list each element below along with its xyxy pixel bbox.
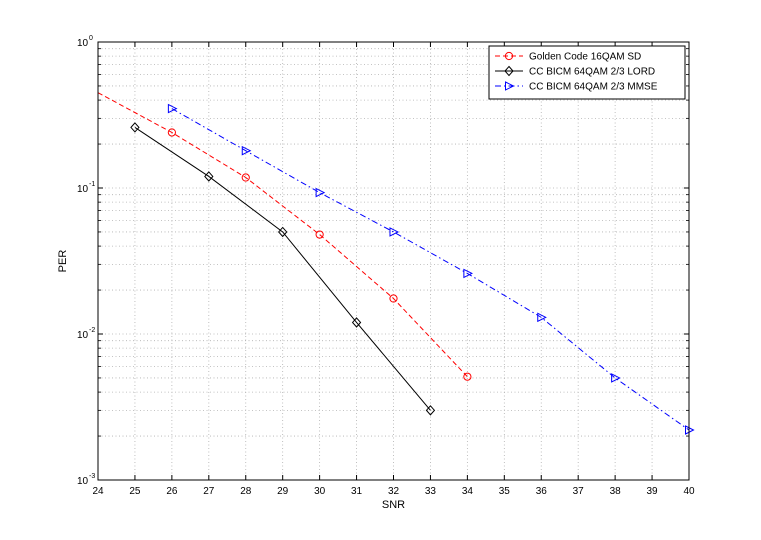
x-tick-label: 32 — [388, 486, 400, 497]
y-tick-label: 10 0 — [77, 35, 93, 49]
y-tick-label-exponent: -2 — [89, 327, 95, 334]
y-tick-label-base: 10 — [77, 38, 89, 49]
series-1 — [97, 92, 472, 381]
y-tick-label: 10 -1 — [77, 181, 95, 195]
ticks — [97, 42, 690, 481]
y-axis-label: PER — [57, 250, 69, 273]
x-tick-label: 29 — [277, 486, 289, 497]
legend-label: CC BICM 64QAM 2/3 LORD — [529, 67, 655, 78]
data-point — [241, 173, 250, 182]
data-point — [278, 226, 288, 238]
y-tick-label-exponent: -1 — [89, 181, 95, 188]
x-axis-label: SNR — [382, 499, 405, 511]
x-tick-label: 28 — [240, 486, 252, 497]
y-tick-label-base: 10 — [77, 476, 89, 487]
data-point — [463, 268, 473, 279]
legend-marker — [504, 51, 514, 61]
legend-label: CC BICM 64QAM 2/3 MMSE — [529, 82, 658, 93]
series-line — [171, 108, 690, 431]
legend-box — [488, 45, 686, 100]
data-point — [611, 373, 621, 383]
data-point — [167, 128, 176, 137]
y-tick-label: 10 -2 — [77, 327, 95, 341]
y-tick-label-exponent: -3 — [89, 473, 95, 480]
x-tick-label: 25 — [129, 486, 141, 497]
x-tick-label: 38 — [610, 486, 622, 497]
x-tick-label: 35 — [499, 486, 511, 497]
legend-entries: Golden Code 16QAM SD CC BICM 64QAM 2/3 LO… — [495, 52, 658, 93]
x-tick-label: 34 — [462, 486, 474, 497]
x-tick-label: 39 — [647, 486, 659, 497]
data-point — [389, 294, 398, 303]
x-tick-labels: 24 25 26 27 28 29 30 31 32 33 34 35 36 37 38 39 40 — [92, 486, 695, 497]
x-tick-label: 31 — [351, 486, 363, 497]
y-tick-label-base: 10 — [77, 330, 89, 341]
x-tick-label: 36 — [536, 486, 548, 497]
x-tick-label: 24 — [92, 486, 104, 497]
y-tick-label-base: 10 — [77, 184, 89, 195]
data-point — [315, 187, 326, 198]
x-tick-label: 26 — [166, 486, 178, 497]
y-tick-label-exponent: 0 — [89, 35, 93, 42]
legend-marker — [504, 65, 514, 77]
series-layer — [97, 92, 695, 435]
legend-entry: Golden Code 16QAM SD — [495, 52, 641, 63]
data-point — [351, 317, 362, 328]
x-tick-label: 27 — [203, 486, 215, 497]
legend-marker — [505, 81, 515, 91]
series-line — [134, 126, 431, 411]
data-point — [389, 227, 400, 237]
legend-entry: CC BICM 64QAM 2/3 LORD — [495, 65, 655, 78]
data-point — [130, 122, 140, 133]
x-tick-label: 33 — [425, 486, 437, 497]
plot-frame — [97, 41, 690, 481]
x-tick-label: 40 — [683, 486, 695, 497]
legend: Golden Code 16QAM SD CC BICM 64QAM 2/3 LO… — [488, 45, 686, 100]
y-tick-label: 10 -3 — [77, 473, 95, 487]
x-tick-label: 30 — [314, 486, 326, 497]
data-point — [241, 145, 252, 156]
x-tick-label: 37 — [573, 486, 585, 497]
data-point — [425, 405, 436, 416]
legend-label: Golden Code 16QAM SD — [529, 52, 641, 63]
data-point — [315, 230, 324, 239]
data-point — [167, 103, 178, 114]
series-line — [97, 92, 468, 378]
grid — [98, 42, 689, 480]
data-point — [537, 312, 547, 323]
series-3 — [167, 103, 695, 435]
series-2 — [130, 122, 436, 416]
legend-entry: CC BICM 64QAM 2/3 MMSE — [495, 81, 658, 93]
data-point — [204, 171, 214, 182]
data-point — [463, 372, 472, 381]
